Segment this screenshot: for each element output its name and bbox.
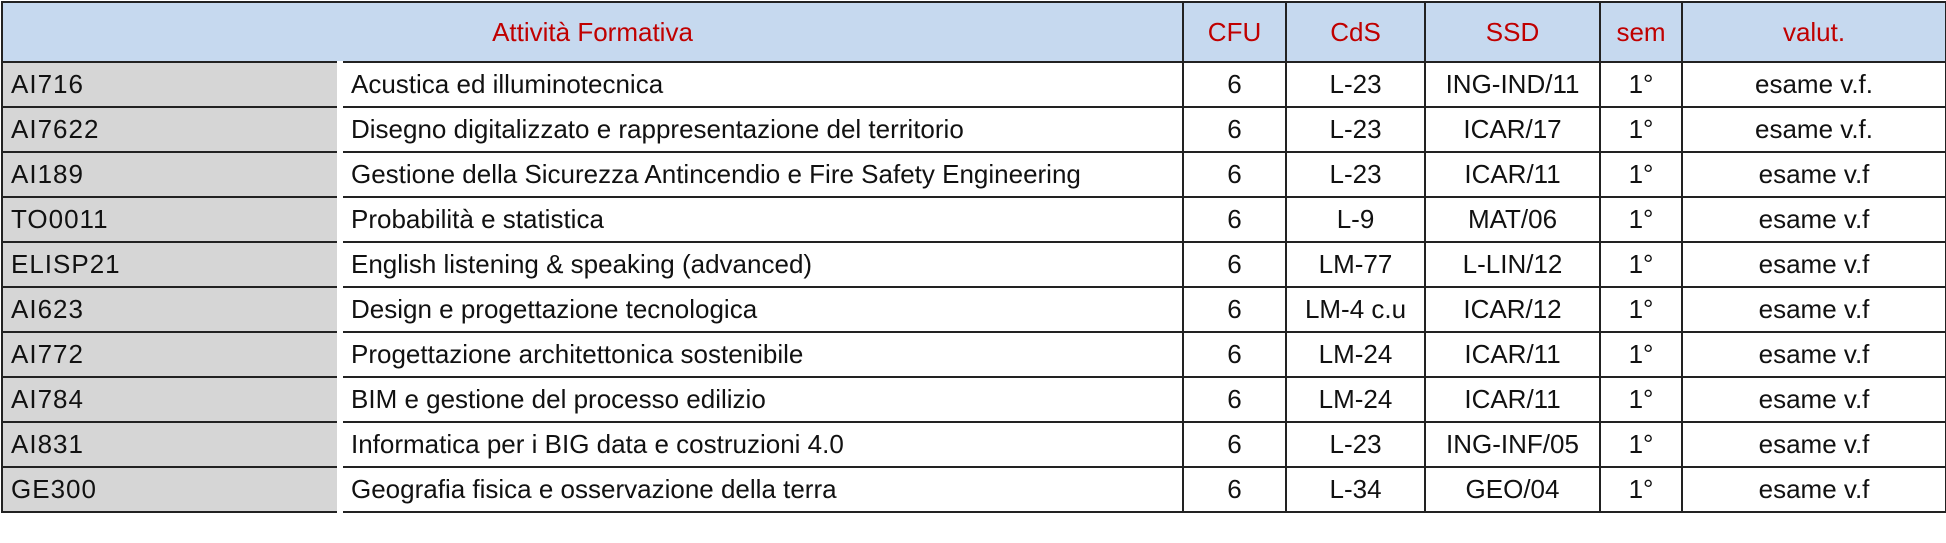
evaluation: esame v.f	[1681, 421, 1946, 468]
evaluation: esame v.f	[1681, 331, 1946, 378]
course-code: ELISP21	[1, 241, 343, 288]
course-name: Probabilità e statistica	[338, 196, 1185, 243]
course-code: AI189	[1, 151, 343, 198]
course-name: Progettazione architettonica sostenibile	[338, 331, 1185, 378]
semester: 1°	[1599, 61, 1684, 108]
course-name: Disegno digitalizzato e rappresentazione…	[338, 106, 1185, 153]
cds: LM-24	[1285, 331, 1427, 378]
cfu: 6	[1182, 196, 1288, 243]
evaluation: esame v.f	[1681, 466, 1946, 513]
header-cell: sem	[1599, 1, 1684, 63]
evaluation: esame v.f	[1681, 196, 1946, 243]
ssd: GEO/04	[1424, 466, 1602, 513]
evaluation: esame v.f	[1681, 151, 1946, 198]
table-row: AI7622 Disegno digitalizzato e rappresent…	[1, 106, 1946, 153]
ssd: ICAR/17	[1424, 106, 1602, 153]
course-name: Acustica ed illuminotecnica	[338, 61, 1185, 108]
cds: L-23	[1285, 106, 1427, 153]
ssd: ING-INF/05	[1424, 421, 1602, 468]
cfu: 6	[1182, 151, 1288, 198]
header-row: Attività Formativa CFU CdS SSD sem valut.	[0, 1, 1946, 63]
semester: 1°	[1599, 376, 1684, 423]
ssd: ICAR/12	[1424, 286, 1602, 333]
cfu: 6	[1182, 241, 1288, 288]
table-row: AI831 Informatica per i BIG data e costru…	[1, 421, 1946, 468]
ssd: L-LIN/12	[1424, 241, 1602, 288]
course-name: English listening & speaking (advanced)	[338, 241, 1185, 288]
cds: L-23	[1285, 61, 1427, 108]
ssd: ICAR/11	[1424, 331, 1602, 378]
cds: L-9	[1285, 196, 1427, 243]
semester: 1°	[1599, 151, 1684, 198]
ssd: ICAR/11	[1424, 376, 1602, 423]
cfu: 6	[1182, 331, 1288, 378]
cds: L-23	[1285, 421, 1427, 468]
table-row: AI772 Progettazione architettonica sosten…	[1, 331, 1946, 378]
cds: LM-24	[1285, 376, 1427, 423]
cds: LM-4 c.u	[1285, 286, 1427, 333]
semester: 1°	[1599, 331, 1684, 378]
cfu: 6	[1182, 376, 1288, 423]
cds: L-23	[1285, 151, 1427, 198]
course-code: TO0011	[1, 196, 343, 243]
evaluation: esame v.f	[1681, 241, 1946, 288]
course-name: Geografia fisica e osservazione della te…	[338, 466, 1185, 513]
cds: LM-77	[1285, 241, 1427, 288]
semester: 1°	[1599, 196, 1684, 243]
course-name: Gestione della Sicurezza Antincendio e F…	[338, 151, 1185, 198]
course-code: AI784	[1, 376, 343, 423]
table-row: TO0011 Probabilità e statistica 6 L-9 MAT/06…	[1, 196, 1946, 243]
ssd: MAT/06	[1424, 196, 1602, 243]
course-code: AI7622	[1, 106, 343, 153]
course-code: AI772	[1, 331, 343, 378]
evaluation: esame v.f	[1681, 376, 1946, 423]
semester: 1°	[1599, 241, 1684, 288]
ssd: ING-IND/11	[1424, 61, 1602, 108]
cds: L-34	[1285, 466, 1427, 513]
table-row: AI623 Design e progettazione tecnologica 6…	[1, 286, 1946, 333]
course-table: Attività Formativa CFU CdS SSD sem valut. AI7…	[0, 1, 1946, 513]
table-body: AI716 Acustica ed illuminotecnica 6 L-23 ING…	[1, 61, 1946, 513]
semester: 1°	[1599, 106, 1684, 153]
evaluation: esame v.f.	[1681, 106, 1946, 153]
course-name: BIM e gestione del processo edilizio	[338, 376, 1185, 423]
course-name: Design e progettazione tecnologica	[338, 286, 1185, 333]
header-cell: SSD	[1424, 1, 1602, 63]
table-row: AI716 Acustica ed illuminotecnica 6 L-23 ING…	[1, 61, 1946, 108]
course-name: Informatica per i BIG data e costruzioni…	[338, 421, 1185, 468]
table-row: AI784 BIM e gestione del processo edilizi…	[1, 376, 1946, 423]
course-code: AI831	[1, 421, 343, 468]
cfu: 6	[1182, 286, 1288, 333]
ssd: ICAR/11	[1424, 151, 1602, 198]
header-cell: CdS	[1285, 1, 1427, 63]
course-code: AI716	[1, 61, 343, 108]
course-code: AI623	[1, 286, 343, 333]
cfu: 6	[1182, 466, 1288, 513]
header-cell: CFU	[1182, 1, 1288, 63]
cfu: 6	[1182, 106, 1288, 153]
evaluation: esame v.f.	[1681, 61, 1946, 108]
table-row: GE300 Geografia fisica e osservazione del…	[1, 466, 1946, 513]
evaluation: esame v.f	[1681, 286, 1946, 333]
semester: 1°	[1599, 421, 1684, 468]
semester: 1°	[1599, 466, 1684, 513]
cfu: 6	[1182, 61, 1288, 108]
cfu: 6	[1182, 421, 1288, 468]
semester: 1°	[1599, 286, 1684, 333]
course-code: GE300	[1, 466, 343, 513]
header-cell: Attività Formativa	[0, 1, 1185, 63]
table-row: ELISP21 English listening & speaking (adv…	[1, 241, 1946, 288]
header-cell: valut.	[1681, 1, 1946, 63]
table-row: AI189 Gestione della Sicurezza Antincendi…	[1, 151, 1946, 198]
